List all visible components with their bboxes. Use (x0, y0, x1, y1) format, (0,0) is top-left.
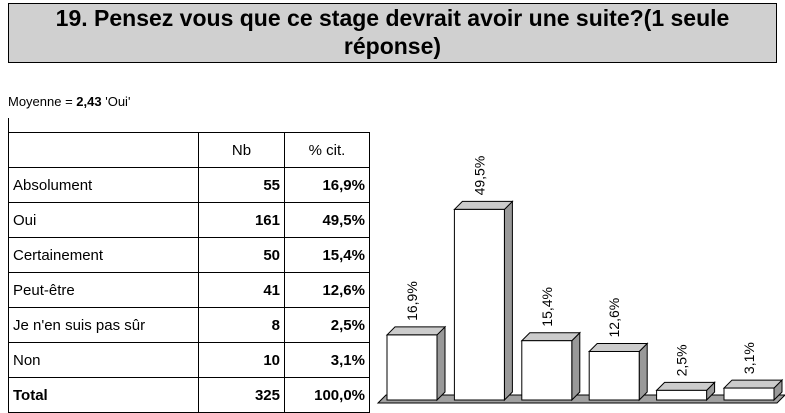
total-row: Total 325 100,0% (8, 377, 370, 413)
value-label: 12,6% (606, 298, 622, 338)
table-row: Certainement 50 15,4% (8, 237, 370, 273)
bar-side (436, 325, 446, 402)
total-cell: 100,0% (284, 377, 370, 413)
table-border (8, 118, 9, 133)
bar-top (722, 379, 784, 389)
bar-top (587, 342, 649, 352)
header-cell: % cit. (284, 132, 370, 168)
bar (521, 340, 573, 401)
table-cell: 3,1% (284, 342, 370, 378)
bar-top (520, 332, 582, 342)
table-cell: Absolument (8, 167, 199, 203)
title: 19. Pensez vous que ce stage devrait avo… (55, 5, 730, 59)
value-label: 3,1% (741, 342, 757, 374)
table-cell: 161 (198, 202, 285, 238)
summary-label: Moyenne = (8, 94, 77, 109)
table-cell: 15,4% (284, 237, 370, 273)
bar (723, 387, 775, 401)
table-row: Je n'en suis pas sûr 8 2,5% (8, 307, 370, 343)
bar-side (571, 331, 581, 402)
title-box: 19. Pensez vous que ce stage devrait avo… (8, 3, 777, 63)
summary-answer: 'Oui' (105, 94, 131, 109)
bar (656, 389, 708, 401)
value-label: 49,5% (471, 156, 487, 196)
table-cell: Peut-être (8, 272, 199, 308)
bar (588, 350, 640, 401)
table: Nb% cit. Absolument 55 16,9% Oui 161 49,5% Cert… (8, 132, 370, 413)
summary-value: 2,43 (76, 94, 102, 109)
value-label: 2,5% (674, 344, 690, 376)
value-label: 15,4% (539, 287, 555, 327)
header-row: Nb% cit. (8, 132, 370, 168)
total-cell: 325 (198, 377, 285, 413)
table-cell: 2,5% (284, 307, 370, 343)
bar-side (503, 200, 513, 402)
summary: Moyenne = 2,43 'Oui' (8, 94, 130, 109)
table-cell: Je n'en suis pas sûr (8, 307, 199, 343)
table-cell: 12,6% (284, 272, 370, 308)
bar-side (638, 342, 648, 402)
bar-top (453, 200, 514, 210)
bar (453, 208, 505, 401)
header-cell: Nb (198, 132, 285, 168)
table-cell: Certainement (8, 237, 199, 273)
table-cell: 10 (198, 342, 285, 378)
table-row: Oui 161 49,5% (8, 202, 370, 238)
table-cell: 49,5% (284, 202, 370, 238)
value-label: 16,9% (404, 281, 420, 321)
table-cell: 41 (198, 272, 285, 308)
total-cell: Total (8, 377, 199, 413)
table-row: Non 10 3,1% (8, 342, 370, 378)
table-row: Peut-être 41 12,6% (8, 272, 370, 308)
bar-top (385, 326, 447, 336)
bar (386, 334, 438, 401)
bar-top (655, 381, 716, 391)
